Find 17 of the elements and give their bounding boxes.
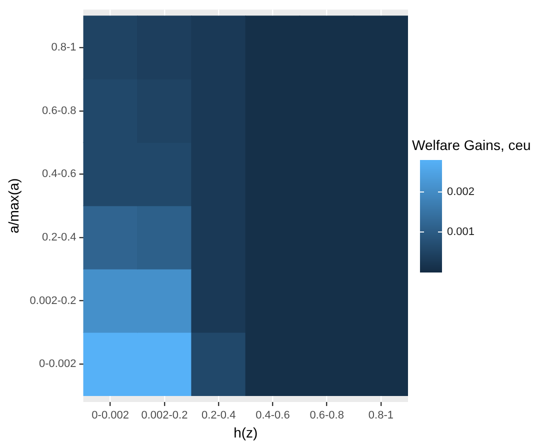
x-tick-label: 0.2-0.4 (201, 410, 236, 422)
y-tick-label: 0-0.002 (38, 358, 76, 370)
x-axis-title: h(z) (234, 424, 258, 440)
legend-title: Welfare Gains, ceu (412, 137, 531, 153)
y-tick-label: 0.2-0.4 (42, 231, 76, 244)
x-tick-label: 0.002-0.2 (141, 410, 188, 422)
y-tick-label: 0.002-0.2 (30, 294, 76, 307)
x-tick-label: 0.6-0.8 (310, 410, 344, 422)
x-tick-label: 0-0.002 (92, 410, 129, 422)
color-bar-label: 0.002 (447, 186, 475, 198)
y-tick-label: 0.6-0.8 (42, 104, 76, 117)
y-tick-label: 0.8-1 (51, 42, 76, 54)
x-tick-label: 0.8-1 (368, 410, 394, 422)
x-tick-label: 0.4-0.6 (256, 410, 290, 422)
color-bar-label: 0.001 (447, 226, 475, 238)
y-tick-label: 0.4-0.6 (42, 168, 76, 180)
y-axis-title: a/max(a) (5, 178, 22, 234)
